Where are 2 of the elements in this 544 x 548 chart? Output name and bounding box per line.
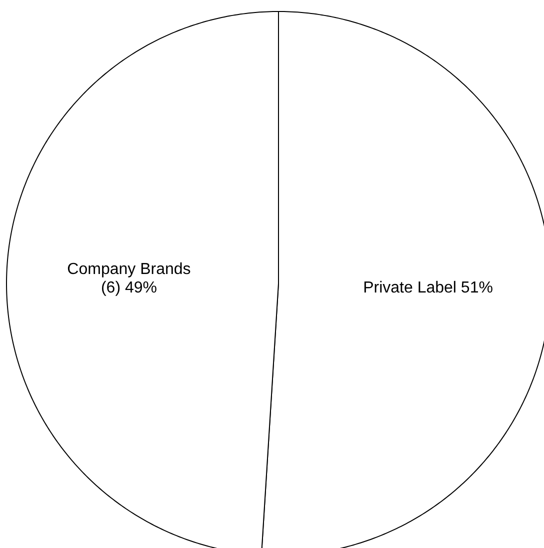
slice-label: Company Brands (6) 49%	[67, 260, 191, 297]
slice-label: Private Label 51%	[363, 280, 493, 297]
